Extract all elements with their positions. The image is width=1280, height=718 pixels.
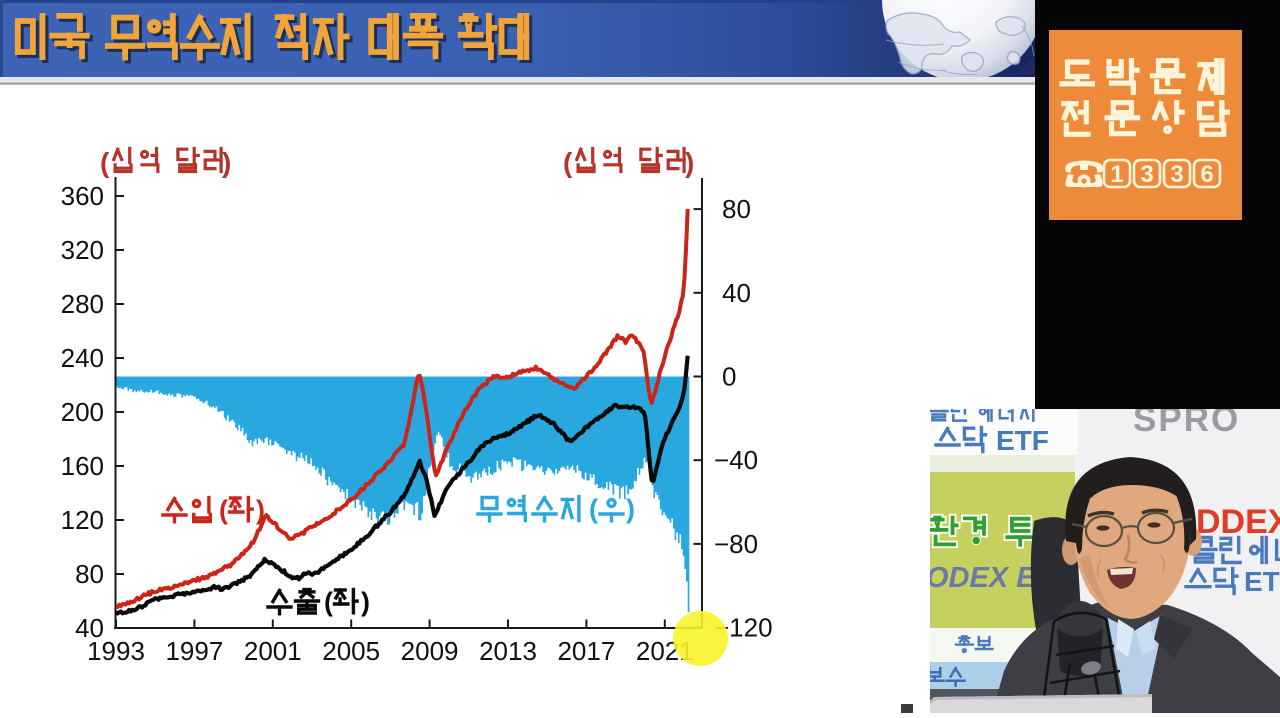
svg-text:2005: 2005 xyxy=(322,636,380,666)
svg-text:6: 6 xyxy=(1200,161,1213,188)
svg-text:): ) xyxy=(361,587,370,617)
svg-text:ETF: ETF xyxy=(996,425,1049,456)
svg-text:(: ( xyxy=(563,147,573,178)
svg-text:(: ( xyxy=(589,494,598,524)
svg-text:80: 80 xyxy=(722,194,751,224)
svg-text:1: 1 xyxy=(1110,161,1123,188)
svg-text:2001: 2001 xyxy=(244,636,302,666)
svg-text:): ) xyxy=(222,147,231,178)
svg-text:): ) xyxy=(685,147,694,178)
svg-text:(: ( xyxy=(324,587,333,617)
svg-text:80: 80 xyxy=(75,559,104,589)
svg-text:1997: 1997 xyxy=(165,636,223,666)
svg-text:3: 3 xyxy=(1140,161,1153,188)
svg-text:ODEX E: ODEX E xyxy=(926,562,1037,594)
svg-text:): ) xyxy=(626,494,635,524)
svg-text:40: 40 xyxy=(722,278,751,308)
svg-text:40: 40 xyxy=(75,613,104,643)
svg-text:−40: −40 xyxy=(714,445,758,475)
svg-text:2013: 2013 xyxy=(479,636,537,666)
svg-text:(: ( xyxy=(219,495,228,525)
svg-text:120: 120 xyxy=(61,505,104,535)
svg-text:240: 240 xyxy=(61,343,104,373)
svg-text:200: 200 xyxy=(61,397,104,427)
svg-text:280: 280 xyxy=(61,289,104,319)
svg-text:0: 0 xyxy=(722,362,736,392)
svg-text:SPRO: SPRO xyxy=(1133,400,1240,439)
svg-text:320: 320 xyxy=(61,235,104,265)
svg-text:(: ( xyxy=(100,147,110,178)
svg-text:DDEX: DDEX xyxy=(1196,503,1280,541)
svg-text:−80: −80 xyxy=(714,529,758,559)
svg-text:): ) xyxy=(256,495,265,525)
svg-text:ETF: ETF xyxy=(1244,566,1280,597)
svg-text:2017: 2017 xyxy=(557,636,615,666)
svg-text:3: 3 xyxy=(1170,161,1183,188)
svg-text:160: 160 xyxy=(61,451,104,481)
svg-text:1993: 1993 xyxy=(87,636,145,666)
svg-text:360: 360 xyxy=(61,181,104,211)
svg-text:2009: 2009 xyxy=(401,636,459,666)
